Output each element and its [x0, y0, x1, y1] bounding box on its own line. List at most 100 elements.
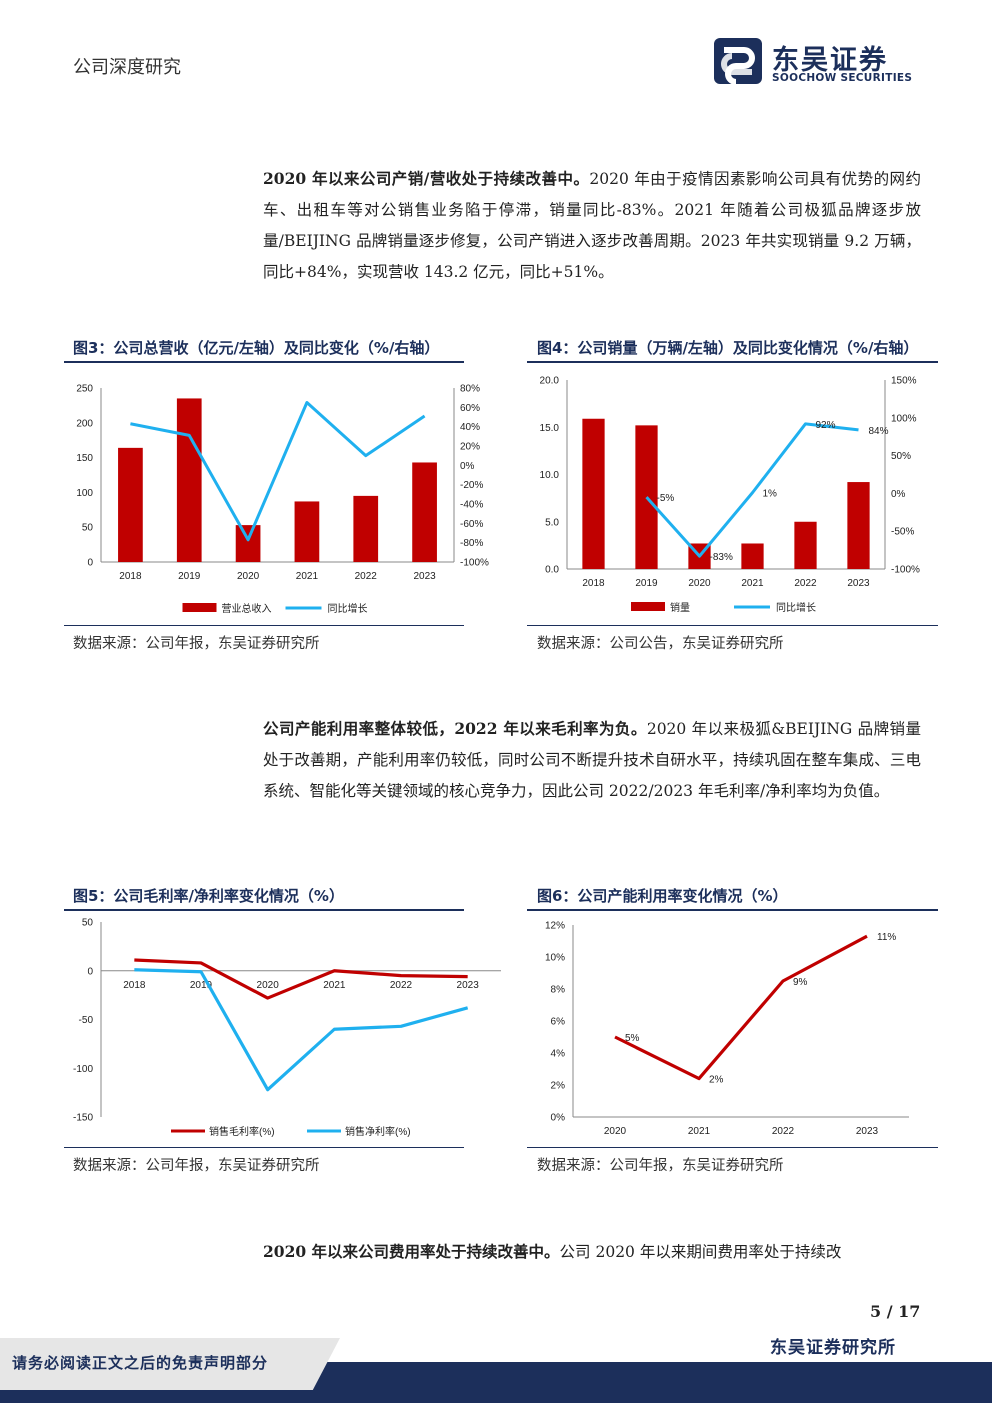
fig3-right-tick-label: -80%: [460, 538, 483, 549]
fig4-data-label: -5%: [657, 493, 675, 504]
fig5-y-tick-label: -50: [79, 1015, 94, 1026]
fig4-bar: [847, 482, 870, 569]
fig4-bar: [582, 418, 605, 569]
fig6-x-tick-label: 2023: [856, 1126, 879, 1137]
fig4-data-label: -83%: [710, 552, 733, 563]
fig6-data-label: 11%: [877, 932, 896, 943]
fig4-left-tick-label: 10.0: [540, 470, 560, 481]
fig3-left-tick-label: 150: [76, 453, 93, 464]
paragraph-2-text: 2020 年以来极狐&BEIJING 品牌销量处于改善期，产能利用率仍较低，同时…: [263, 720, 921, 800]
fig3-right-tick-label: -100%: [460, 558, 489, 569]
fig3-source: 数据来源：公司年报，东吴证券研究所: [73, 636, 320, 652]
fig3-chart: 0 50 100 150 200 250 -100% -80% -60% -40% -20% 0% 20…: [76, 384, 489, 616]
fig3-line-series: [130, 401, 426, 542]
fig4-bar: [741, 543, 764, 569]
fig4-right-tick-label: -100%: [891, 565, 920, 576]
paragraph-1-text: 2020 年由于疫情因素影响公司具有优势的网约车、出租车等对公销售业务陷于停滞，…: [263, 170, 921, 281]
fig3-x-tick-label: 2020: [237, 571, 260, 582]
fig4-legend-bar-label: 销量: [670, 601, 690, 614]
fig4-source: 数据来源：公司公告，东吴证券研究所: [537, 636, 784, 652]
fig3-top-rule: [64, 361, 464, 363]
fig4-right-tick-label: 50%: [891, 451, 911, 462]
paragraph-3-text: 公司 2020 年以来期间费用率处于持续改: [559, 1243, 842, 1261]
fig6-y-tick-label: 12%: [545, 921, 565, 932]
fig5-line-series: [134, 968, 469, 1092]
fig3-x-tick-label: 2019: [178, 571, 201, 582]
fig4-right-tick-label: 150%: [891, 376, 917, 387]
fig5-line-series: [134, 958, 468, 1000]
fig4-right-tick-label: 100%: [891, 413, 917, 424]
fig5-x-tick-label: 2018: [123, 980, 146, 991]
fig5-x-tick-label: 2022: [390, 980, 413, 991]
fig4-data-label: 1%: [763, 489, 778, 500]
fig3-bar: [353, 495, 379, 562]
fig6-y-tick-label: 10%: [545, 953, 565, 964]
fig3-left-tick-label: 0: [87, 558, 93, 569]
paragraph-2-lead: 公司产能利用率整体较低，2022 年以来毛利率为负。: [263, 719, 647, 738]
fig3-x-tick-label: 2023: [413, 571, 436, 582]
fig4-title: 图4：公司销量（万辆/左轴）及同比变化情况（%/右轴）: [537, 339, 919, 357]
page-number: 5 / 17: [870, 1302, 921, 1321]
fig3-bar: [118, 447, 143, 562]
fig4-data-label: 84%: [869, 426, 889, 437]
fig3-right-tick-label: 40%: [460, 422, 480, 433]
fig5-legend-label: 销售毛利率(%): [209, 1125, 275, 1138]
fig3-right-tick-label: 80%: [460, 384, 480, 395]
fig4-x-tick-label: 2020: [688, 578, 711, 589]
fig3-bar: [294, 501, 320, 562]
disclaimer-banner: 请务必阅读正文之后的免责声明部分: [0, 1338, 340, 1390]
fig3-right-tick-label: -60%: [460, 519, 483, 530]
fig6-y-tick-label: 6%: [551, 1017, 566, 1028]
fig5-chart: -150 -100 -50 0 50 2018 2019 2020 2021 2022 2023 销售…: [73, 918, 501, 1138]
fig6-top-rule: [527, 909, 938, 911]
fig5-y-tick-label: -100: [73, 1064, 93, 1075]
fig6-y-tick-label: 4%: [551, 1049, 566, 1060]
fig4-x-tick-label: 2018: [582, 578, 605, 589]
fig4-x-tick-label: 2023: [847, 578, 870, 589]
fig3-bar: [412, 462, 437, 562]
fig3-left-tick-label: 250: [76, 384, 93, 395]
fig3-x-tick-label: 2018: [119, 571, 142, 582]
paragraph-2: 公司产能利用率整体较低，2022 年以来毛利率为负。2020 年以来极狐&BEI…: [263, 713, 921, 807]
fig6-data-label: 9%: [793, 977, 808, 988]
fig3-bar: [235, 525, 261, 562]
logo-chinese-name: 东吴证券: [772, 45, 888, 76]
fig6-y-tick-label: 2%: [551, 1081, 566, 1092]
fig6-chart: 0% 2% 4% 6% 8% 10% 12% 2020 2021 2022 2023 5% 2% 9% 11…: [545, 921, 909, 1137]
fig4-x-tick-label: 2019: [635, 578, 658, 589]
fig3-right-tick-label: 20%: [460, 442, 480, 453]
paragraph-3-lead: 2020 年以来公司费用率处于持续改善中。: [263, 1242, 560, 1261]
fig3-legend-bar-label: 营业总收入: [222, 602, 272, 615]
paragraph-1: 2020 年以来公司产销/营收处于持续改善中。2020 年由于疫情因素影响公司具…: [263, 163, 921, 288]
fig6-x-tick-label: 2020: [604, 1126, 627, 1137]
fig6-y-tick-label: 8%: [551, 985, 566, 996]
fig3-left-tick-label: 50: [82, 523, 94, 534]
disclaimer-text: 请务必阅读正文之后的免责声明部分: [12, 1354, 269, 1372]
fig6-title: 图6：公司产能利用率变化情况（%）: [537, 887, 788, 905]
fig4-data-label: 92%: [816, 420, 836, 431]
fig6-data-label: 2%: [709, 1075, 724, 1086]
fig3-right-tick-label: -20%: [460, 480, 483, 491]
fig3-x-tick-label: 2021: [296, 571, 319, 582]
fig4-x-tick-label: 2022: [794, 578, 817, 589]
fig5-x-tick-label: 2020: [257, 980, 280, 991]
fig4-legend-line-label: 同比增长: [776, 601, 816, 614]
fig3-bar: [176, 398, 202, 562]
fig5-top-rule: [64, 909, 464, 911]
fig3-left-tick-label: 100: [76, 488, 93, 499]
fig4-x-tick-label: 2021: [741, 578, 764, 589]
fig3-right-tick-label: 60%: [460, 403, 480, 414]
fig6-x-tick-label: 2022: [772, 1126, 795, 1137]
fig5-y-tick-label: 0: [87, 966, 93, 977]
fig3-bottom-rule: [64, 625, 464, 626]
paragraph-3: 2020 年以来公司费用率处于持续改善中。公司 2020 年以来期间费用率处于持…: [263, 1236, 921, 1268]
fig4-top-rule: [527, 361, 938, 363]
fig5-title: 图5：公司毛利率/净利率变化情况（%）: [73, 887, 344, 905]
fig4-left-tick-label: 20.0: [540, 376, 560, 387]
fig4-left-tick-label: 0.0: [545, 565, 559, 576]
fig4-legend-bar-swatch: [631, 602, 665, 611]
fig4-bar: [794, 521, 817, 569]
fig5-legend-label: 销售净利率(%): [345, 1125, 411, 1138]
fig4-left-tick-label: 15.0: [540, 423, 560, 434]
fig4-bottom-rule: [527, 625, 938, 626]
